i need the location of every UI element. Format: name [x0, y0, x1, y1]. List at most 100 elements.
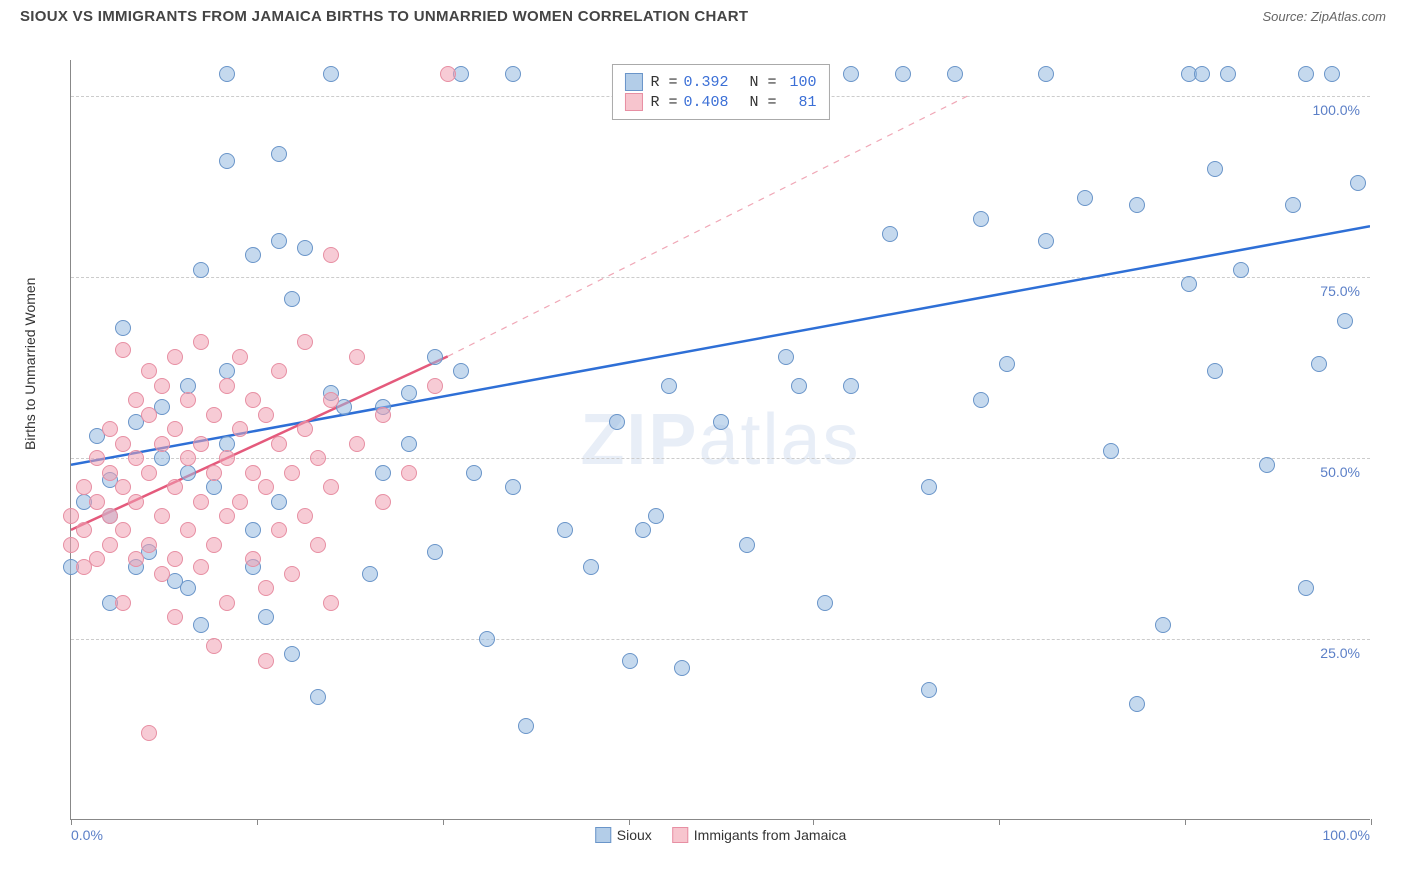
- data-point-sioux: [245, 522, 261, 538]
- data-point-jamaica: [180, 522, 196, 538]
- legend-label: Immigants from Jamaica: [694, 827, 846, 843]
- data-point-jamaica: [141, 363, 157, 379]
- data-point-jamaica: [258, 407, 274, 423]
- data-point-jamaica: [128, 392, 144, 408]
- legend-item: Immigants from Jamaica: [672, 827, 846, 843]
- data-point-jamaica: [193, 436, 209, 452]
- data-point-jamaica: [245, 392, 261, 408]
- x-tick: [1371, 819, 1372, 825]
- data-point-sioux: [557, 522, 573, 538]
- data-point-sioux: [219, 153, 235, 169]
- data-point-jamaica: [206, 537, 222, 553]
- data-point-jamaica: [297, 508, 313, 524]
- data-point-sioux: [375, 465, 391, 481]
- data-point-jamaica: [323, 479, 339, 495]
- legend-swatch: [624, 73, 642, 91]
- data-point-jamaica: [89, 494, 105, 510]
- data-point-sioux: [674, 660, 690, 676]
- data-point-jamaica: [193, 334, 209, 350]
- data-point-jamaica: [115, 436, 131, 452]
- data-point-sioux: [245, 247, 261, 263]
- data-point-sioux: [1129, 696, 1145, 712]
- data-point-sioux: [1298, 580, 1314, 596]
- data-point-sioux: [791, 378, 807, 394]
- data-point-jamaica: [115, 479, 131, 495]
- x-tick: [443, 819, 444, 825]
- data-point-jamaica: [89, 551, 105, 567]
- data-point-jamaica: [206, 407, 222, 423]
- data-point-sioux: [401, 385, 417, 401]
- data-point-sioux: [427, 349, 443, 365]
- data-point-jamaica: [232, 349, 248, 365]
- data-point-sioux: [882, 226, 898, 242]
- data-point-sioux: [1285, 197, 1301, 213]
- data-point-sioux: [1337, 313, 1353, 329]
- data-point-jamaica: [167, 551, 183, 567]
- data-point-jamaica: [167, 479, 183, 495]
- data-point-jamaica: [167, 349, 183, 365]
- data-point-jamaica: [232, 494, 248, 510]
- x-tick-label: 100.0%: [1323, 827, 1370, 843]
- data-point-jamaica: [193, 559, 209, 575]
- data-point-jamaica: [323, 392, 339, 408]
- data-point-sioux: [1259, 457, 1275, 473]
- data-point-sioux: [258, 609, 274, 625]
- data-point-jamaica: [115, 522, 131, 538]
- x-tick: [999, 819, 1000, 825]
- y-tick-label: 100.0%: [1313, 102, 1360, 118]
- data-point-sioux: [219, 66, 235, 82]
- watermark: ZIPatlas: [580, 399, 860, 481]
- legend-swatch: [595, 827, 611, 843]
- data-point-sioux: [1220, 66, 1236, 82]
- data-point-jamaica: [180, 392, 196, 408]
- data-point-jamaica: [310, 450, 326, 466]
- data-point-sioux: [271, 494, 287, 510]
- data-point-jamaica: [232, 421, 248, 437]
- data-point-jamaica: [154, 378, 170, 394]
- data-point-jamaica: [141, 725, 157, 741]
- data-point-jamaica: [375, 407, 391, 423]
- data-point-jamaica: [154, 436, 170, 452]
- data-point-sioux: [518, 718, 534, 734]
- data-point-sioux: [817, 595, 833, 611]
- y-tick-label: 75.0%: [1320, 283, 1360, 299]
- data-point-sioux: [193, 617, 209, 633]
- data-point-sioux: [310, 689, 326, 705]
- data-point-sioux: [1298, 66, 1314, 82]
- data-point-jamaica: [89, 450, 105, 466]
- data-point-jamaica: [193, 494, 209, 510]
- data-point-jamaica: [219, 595, 235, 611]
- data-point-jamaica: [128, 551, 144, 567]
- data-point-jamaica: [258, 580, 274, 596]
- data-point-sioux: [622, 653, 638, 669]
- data-point-jamaica: [128, 450, 144, 466]
- data-point-sioux: [193, 262, 209, 278]
- data-point-sioux: [921, 682, 937, 698]
- data-point-sioux: [609, 414, 625, 430]
- data-point-jamaica: [245, 551, 261, 567]
- source-attribution: Source: ZipAtlas.com: [1262, 9, 1386, 24]
- data-point-sioux: [895, 66, 911, 82]
- legend-row: R =0.408 N =81: [624, 93, 816, 111]
- data-point-sioux: [180, 465, 196, 481]
- data-point-sioux: [1103, 443, 1119, 459]
- data-point-sioux: [947, 66, 963, 82]
- data-point-jamaica: [349, 349, 365, 365]
- data-point-jamaica: [115, 595, 131, 611]
- y-tick-label: 50.0%: [1320, 464, 1360, 480]
- data-point-sioux: [284, 646, 300, 662]
- x-tick: [629, 819, 630, 825]
- data-point-sioux: [635, 522, 651, 538]
- data-point-jamaica: [258, 479, 274, 495]
- legend-row: R =0.392 N =100: [624, 73, 816, 91]
- data-point-sioux: [453, 363, 469, 379]
- data-point-sioux: [1350, 175, 1366, 191]
- x-tick: [813, 819, 814, 825]
- x-tick: [71, 819, 72, 825]
- data-point-jamaica: [271, 522, 287, 538]
- data-point-sioux: [401, 436, 417, 452]
- data-point-sioux: [271, 146, 287, 162]
- data-point-sioux: [180, 580, 196, 596]
- data-point-sioux: [1155, 617, 1171, 633]
- data-point-sioux: [284, 291, 300, 307]
